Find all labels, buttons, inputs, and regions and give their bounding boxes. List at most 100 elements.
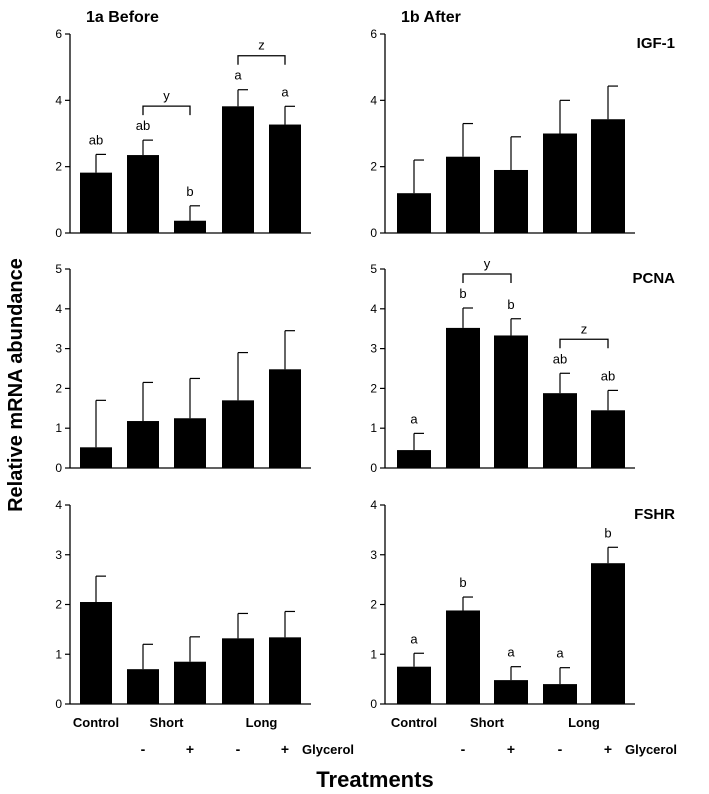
significance-letter: ab [89, 132, 103, 147]
bracket-label: y [484, 256, 491, 271]
y-tick-label: 6 [55, 27, 62, 41]
significance-letter: a [281, 84, 289, 99]
bar [446, 610, 480, 704]
bar [494, 680, 528, 704]
bracket-label: y [163, 88, 170, 103]
y-tick-label: 2 [55, 381, 62, 395]
bar [222, 106, 254, 233]
y-tick-label: 2 [370, 160, 377, 174]
y-tick-label: 4 [370, 93, 377, 107]
y-tick-label: 1 [55, 647, 62, 661]
chart-panel-5: 0 1 2 3 4 [55, 498, 311, 711]
glycerol-label: Glycerol [302, 742, 354, 757]
chart-panel-6: 0 1 2 3 4 a b a a b FSHR [370, 498, 675, 711]
glycerol-sign: + [281, 741, 289, 757]
bar [127, 669, 159, 704]
bracket-label: z [258, 38, 265, 53]
significance-letter: b [186, 184, 193, 199]
bar [174, 418, 206, 468]
bar [174, 220, 206, 233]
y-tick-label: 1 [370, 647, 377, 661]
significance-letter: ab [553, 351, 567, 366]
gene-label: FSHR [634, 506, 675, 523]
y-tick-label: 2 [370, 381, 377, 395]
y-tick-label: 0 [370, 226, 377, 240]
y-tick-label: 3 [55, 342, 62, 356]
bar [543, 393, 577, 468]
y-tick-label: 2 [55, 160, 62, 174]
bar [80, 447, 112, 468]
gene-label: PCNA [632, 270, 675, 287]
group-bracket [559, 338, 609, 349]
y-tick-label: 0 [370, 461, 377, 475]
bar [222, 400, 254, 468]
y-tick-label: 2 [370, 598, 377, 612]
group-bracket [142, 105, 191, 116]
y-tick-label: 4 [370, 302, 377, 316]
bar [543, 684, 577, 704]
x-axis-label: Treatments [316, 767, 433, 792]
glycerol-sign: - [558, 741, 563, 757]
x-category-label: Control [391, 715, 437, 730]
bar [446, 156, 480, 233]
significance-letter: b [459, 575, 466, 590]
panel-title: 1a Before [86, 9, 159, 26]
significance-letter: b [507, 297, 514, 312]
bar [127, 421, 159, 468]
bar [269, 637, 301, 704]
x-category-label: Long [568, 715, 600, 730]
bar [397, 450, 431, 468]
significance-letter: a [556, 646, 564, 661]
bar [591, 563, 625, 704]
chart-panel-3: 0 1 2 3 4 5 [55, 262, 311, 475]
significance-letter: b [459, 286, 466, 301]
bar [494, 335, 528, 468]
y-tick-label: 0 [55, 697, 62, 711]
y-tick-label: 5 [55, 262, 62, 276]
gene-label: IGF-1 [637, 35, 675, 52]
y-tick-label: 6 [370, 27, 377, 41]
significance-letter: a [234, 68, 242, 83]
significance-letter: ab [136, 118, 150, 133]
significance-letter: ab [601, 368, 615, 383]
bar [446, 327, 480, 468]
glycerol-sign: - [236, 741, 241, 757]
glycerol-sign: + [507, 741, 515, 757]
chart-panel-2: 0 2 4 6 1b After IGF-1 [370, 9, 675, 240]
bar [174, 661, 206, 704]
glycerol-sign: + [604, 741, 612, 757]
y-tick-label: 4 [55, 302, 62, 316]
glycerol-label: Glycerol [625, 742, 677, 757]
significance-letter: b [604, 525, 611, 540]
x-category-label: Long [246, 715, 278, 730]
y-tick-label: 1 [55, 421, 62, 435]
bar [591, 119, 625, 233]
y-tick-label: 3 [55, 548, 62, 562]
y-tick-label: 0 [55, 226, 62, 240]
bracket-label: z [581, 321, 588, 336]
y-tick-label: 4 [370, 498, 377, 512]
bar [591, 410, 625, 468]
chart-panel-1: 0 2 4 6 ab ab b a a y z 1a Before [55, 9, 311, 240]
panel-title: 1b After [401, 9, 461, 26]
bar [80, 172, 112, 233]
bar [397, 666, 431, 704]
bar [80, 602, 112, 704]
significance-letter: a [507, 645, 515, 660]
bar [494, 169, 528, 233]
bar [397, 193, 431, 233]
y-tick-label: 4 [55, 93, 62, 107]
bar [543, 133, 577, 233]
y-tick-label: 4 [55, 498, 62, 512]
glycerol-sign: - [141, 741, 146, 757]
x-category-label: Short [470, 715, 505, 730]
group-bracket [237, 55, 286, 65]
y-tick-label: 5 [370, 262, 377, 276]
y-tick-label: 0 [370, 697, 377, 711]
group-bracket [462, 273, 512, 284]
bar [222, 638, 254, 704]
y-tick-label: 1 [370, 421, 377, 435]
